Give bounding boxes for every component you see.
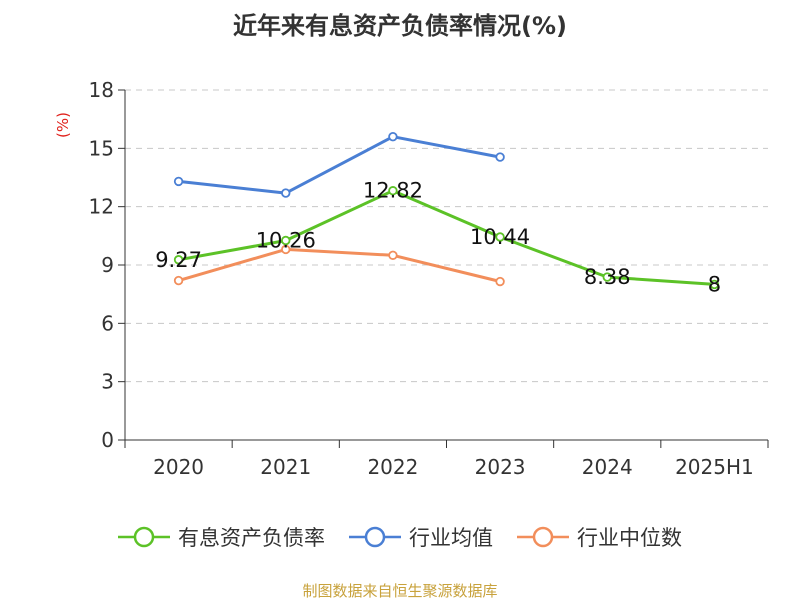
data-point	[281, 244, 291, 255]
legend-label: 行业均值	[409, 526, 493, 550]
data-label: 8.38	[584, 265, 631, 289]
legend-symbol	[517, 526, 569, 548]
series-line	[177, 247, 502, 283]
x-tick-label: 2020	[153, 455, 204, 479]
data-label: 8	[708, 272, 721, 296]
x-tick-label: 2024	[582, 455, 633, 479]
data-point	[173, 255, 184, 265]
data-labels: 9.27 10.26 12.82 10.44 8.38 8	[155, 179, 721, 297]
data-point	[495, 232, 505, 242]
data-label: 10.26	[256, 229, 316, 253]
series-line	[177, 135, 502, 195]
series-1	[173, 131, 505, 198]
series-0	[173, 186, 720, 290]
data-point	[602, 272, 612, 282]
series-lines	[173, 131, 720, 290]
legend: 有息资产负债率 行业均值 行业中位数	[0, 520, 800, 554]
x-tick-label: 2022	[367, 455, 418, 479]
chart-title: 近年来有息资产负债率情况(%)	[233, 12, 567, 40]
data-label: 12.82	[363, 179, 423, 203]
legend-item[interactable]: 有息资产负债率	[118, 522, 325, 552]
legend-symbol	[349, 526, 401, 548]
series-2	[173, 244, 505, 287]
y-tick-label: 12	[89, 195, 114, 219]
data-label: 9.27	[155, 248, 202, 272]
legend-label: 行业中位数	[577, 526, 682, 550]
x-tick-label: 2021	[260, 455, 311, 479]
source-note: 制图数据来自恒生聚源数据库	[302, 582, 498, 600]
data-point	[388, 186, 398, 196]
y-tick-label: 15	[89, 136, 114, 160]
data-point	[173, 275, 184, 286]
y-tick-label: 3	[101, 370, 114, 394]
x-tick-label: 2023	[475, 455, 526, 479]
y-tick-label: 18	[89, 78, 114, 102]
data-point	[173, 176, 184, 187]
legend-symbol	[118, 526, 170, 548]
y-axis-label: (%)	[54, 112, 72, 138]
y-tick-label: 9	[101, 253, 114, 277]
data-point	[281, 235, 291, 246]
data-point	[388, 131, 398, 142]
data-point	[388, 250, 398, 260]
grid-lines	[125, 89, 768, 383]
data-point	[495, 276, 505, 287]
data-point	[281, 188, 291, 198]
axes: 0 3 6 9 12 15 18 (%) 2020 2021 2022 2023 2024 2025H1	[54, 78, 769, 479]
data-point	[495, 152, 505, 162]
legend-item[interactable]: 行业均值	[349, 522, 493, 552]
data-point	[709, 279, 720, 290]
legend-item[interactable]: 行业中位数	[517, 522, 682, 552]
legend-label: 有息资产负债率	[178, 526, 325, 550]
series-line	[177, 189, 716, 286]
data-label: 10.44	[470, 225, 530, 249]
x-tick-label: 2025H1	[675, 455, 754, 479]
y-tick-label: 0	[101, 428, 114, 452]
y-tick-label: 6	[101, 311, 114, 335]
